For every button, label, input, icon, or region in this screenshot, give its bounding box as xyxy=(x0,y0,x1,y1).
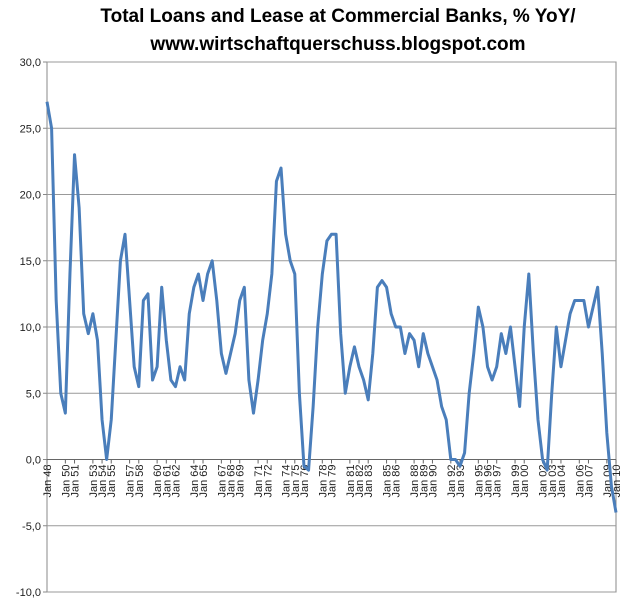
x-tick-label: Jan 67 xyxy=(216,465,228,498)
x-tick-label: Jan 75 xyxy=(290,465,302,498)
x-tick-label: Jan 07 xyxy=(583,465,595,498)
x-tick-label: Jan 64 xyxy=(189,465,201,498)
x-tick-label: Jan 97 xyxy=(492,465,504,498)
y-tick-label: -5,0 xyxy=(22,521,41,533)
x-tick-label: Jan 95 xyxy=(473,465,485,498)
x-tick-label: Jan 54 xyxy=(97,465,109,498)
y-tick-label: 5,0 xyxy=(26,388,41,400)
x-tick-label: Jan 76 xyxy=(299,465,311,498)
y-tick-label: 0,0 xyxy=(26,455,41,467)
x-tick-label: Jan 60 xyxy=(152,465,164,498)
x-tick-label: Jan 83 xyxy=(363,465,375,498)
x-tick-label: Jan 06 xyxy=(574,465,586,498)
x-tick-label: Jan 48 xyxy=(42,465,54,498)
x-tick-label: Jan 74 xyxy=(281,465,293,498)
y-tick-label: 10,0 xyxy=(20,322,41,334)
x-tick-label: Jan 65 xyxy=(198,465,210,498)
x-tick-label: Jan 78 xyxy=(317,465,329,498)
x-tick-label: Jan 92 xyxy=(446,465,458,498)
x-tick-label: Jan 86 xyxy=(391,465,403,498)
x-tick-label: Jan 10 xyxy=(611,465,623,498)
x-tick-label: Jan 69 xyxy=(235,465,247,498)
data-line xyxy=(45,101,618,513)
x-tick-label: Jan 51 xyxy=(70,465,82,498)
y-tick-label: 15,0 xyxy=(20,256,41,268)
x-tick-label: Jan 81 xyxy=(345,465,357,498)
chart-title: Total Loans and Lease at Commercial Bank… xyxy=(100,6,576,27)
x-tick-label: Jan 99 xyxy=(510,465,522,498)
x-tick-label: Jan 00 xyxy=(519,465,531,498)
x-tick-label: Jan 68 xyxy=(226,465,238,498)
y-tick-label: -10,0 xyxy=(16,587,41,599)
x-tick-label: Jan 62 xyxy=(170,465,182,498)
x-tick-label: Jan 72 xyxy=(262,465,274,498)
y-tick-label: 25,0 xyxy=(20,123,41,135)
x-tick-label: Jan 04 xyxy=(556,465,568,498)
y-tick-label: 30,0 xyxy=(20,57,41,69)
y-tick-label: 20,0 xyxy=(20,190,41,202)
x-tick-label: Jan 96 xyxy=(483,465,495,498)
x-tick-label: Jan 55 xyxy=(106,465,118,498)
x-tick-label: Jan 85 xyxy=(382,465,394,498)
x-tick-label: Jan 61 xyxy=(161,465,173,498)
x-tick-label: Jan 02 xyxy=(538,465,550,498)
x-tick-label: Jan 79 xyxy=(327,465,339,498)
x-tick-label: Jan 03 xyxy=(547,465,559,498)
x-tick-label: Jan 82 xyxy=(354,465,366,498)
x-tick-label: Jan 57 xyxy=(125,465,137,498)
x-tick-label: Jan 88 xyxy=(409,465,421,498)
x-tick-label: Jan 50 xyxy=(60,465,72,498)
x-tick-label: Jan 89 xyxy=(418,465,430,498)
x-tick-label: Jan 71 xyxy=(253,465,265,498)
x-tick-label: Jan 90 xyxy=(427,465,439,498)
x-tick-label: Jan 93 xyxy=(455,465,467,498)
x-tick-label: Jan 53 xyxy=(88,465,100,498)
chart-subtitle: www.wirtschaftquerschuss.blogspot.com xyxy=(149,34,525,55)
x-tick-label: Jan 58 xyxy=(134,465,146,498)
